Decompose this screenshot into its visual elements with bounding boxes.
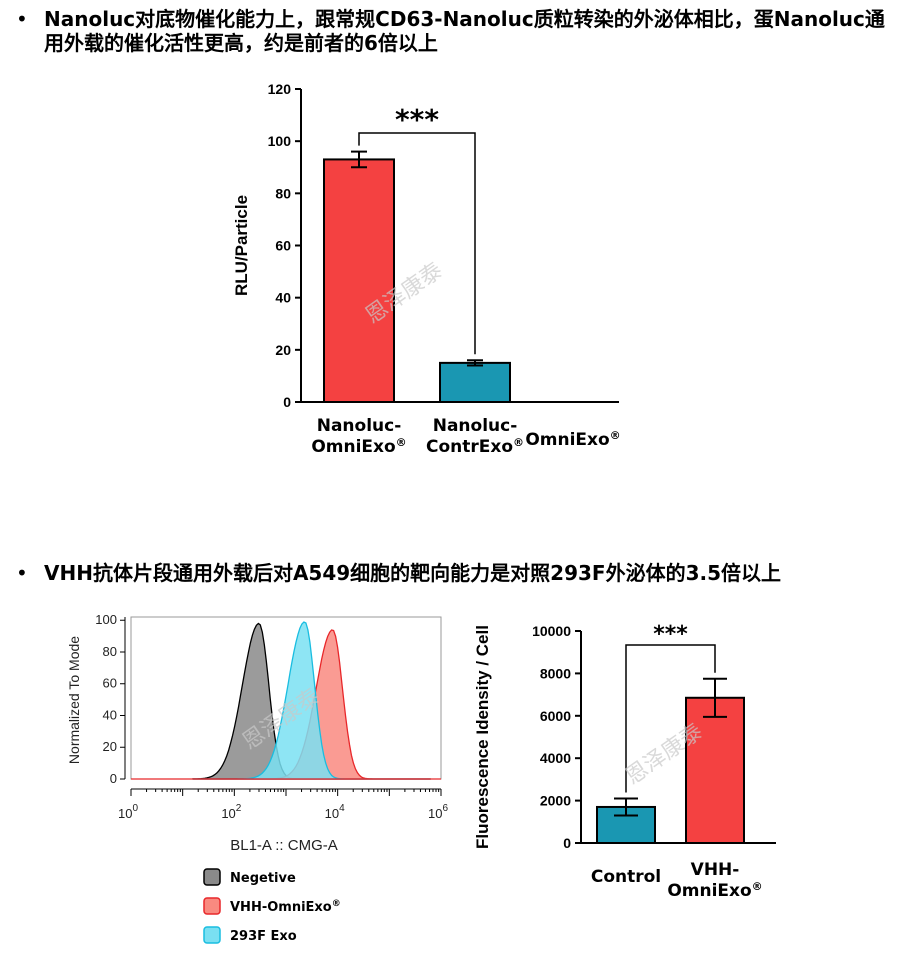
bullet-text-2: VHH抗体片段通用外载后对A549细胞的靶向能力是对照293F外泌体的3.5倍以… — [44, 561, 782, 585]
x-tick-exponent: 2 — [236, 803, 242, 814]
registered-mark: ® — [396, 436, 407, 449]
y-tick-label: 4000 — [540, 750, 571, 766]
y-tick-label: 0 — [563, 835, 571, 851]
y-tick-label: 100 — [268, 133, 292, 149]
bullet-1: • Nanoluc对底物催化能力上，跟常规CD63-Nanoluc质粒转染的外泌… — [16, 7, 894, 55]
significance-bracket — [358, 132, 476, 355]
significance-label: *** — [653, 622, 688, 647]
x-category-label: Nanoluc- — [433, 416, 518, 436]
x-category-label: OmniExo® — [667, 880, 762, 901]
y-tick-label: 40 — [103, 707, 117, 722]
x-category-label: OmniExo® — [525, 429, 620, 450]
y-axis-label: RLU/Particle — [232, 195, 251, 296]
registered-mark: ® — [332, 899, 341, 909]
y-axis-label: Normalized To Mode — [66, 636, 82, 764]
y-tick-label: 80 — [103, 644, 117, 659]
legend-label: VHH-OmniExo® — [230, 899, 341, 915]
x-tick-exponent: 0 — [132, 803, 138, 814]
y-tick-label: 60 — [275, 238, 291, 254]
x-category-label: VHH- — [691, 860, 740, 880]
y-tick-label: 100 — [95, 612, 117, 627]
y-tick-label: 40 — [275, 290, 291, 306]
y-tick-label: 0 — [110, 771, 117, 786]
x-axis-label: BL1-A :: CMG-A — [230, 837, 338, 854]
legend-label: 293F Exo — [230, 929, 297, 944]
significance-label: *** — [395, 103, 439, 136]
y-axis-label: Fluorescence Idensity / Cell — [473, 625, 492, 849]
y-tick-label: 8000 — [540, 665, 571, 681]
x-category-label: Control — [591, 867, 661, 887]
significance-bracket — [625, 644, 716, 793]
registered-mark: ® — [610, 429, 621, 442]
bar — [323, 158, 395, 403]
x-category-label: OmniExo® — [311, 436, 406, 457]
bar — [685, 696, 745, 845]
bullet-dot: • — [16, 7, 28, 31]
legend-label: Negetive — [230, 871, 296, 886]
y-tick-label: 120 — [268, 81, 292, 97]
bar — [439, 361, 511, 403]
y-tick-label: 80 — [275, 185, 291, 201]
bullet-2: • VHH抗体片段通用外载后对A549细胞的靶向能力是对照293F外泌体的3.5… — [16, 561, 894, 585]
legend-swatch — [203, 868, 221, 886]
legend-swatch — [203, 926, 221, 944]
x-tick-exponent: 4 — [339, 803, 345, 814]
y-tick-label: 6000 — [540, 708, 571, 724]
bullet-dot: • — [16, 561, 28, 585]
x-category-label: ContrExo® — [426, 436, 524, 457]
y-tick-label: 20 — [275, 342, 291, 358]
x-category-label: Nanoluc- — [317, 416, 402, 436]
y-tick-label: 10000 — [532, 623, 571, 639]
y-tick-label: 60 — [103, 676, 117, 691]
x-tick-exponent: 6 — [442, 803, 448, 814]
legend-swatch — [203, 897, 221, 915]
y-tick-label: 0 — [283, 394, 291, 410]
y-tick-label: 20 — [103, 739, 117, 754]
bullet-text-1: Nanoluc对底物催化能力上，跟常规CD63-Nanoluc质粒转染的外泌体相… — [44, 7, 885, 55]
registered-mark: ® — [513, 436, 524, 449]
y-tick-label: 2000 — [540, 793, 571, 809]
registered-mark: ® — [752, 880, 763, 893]
